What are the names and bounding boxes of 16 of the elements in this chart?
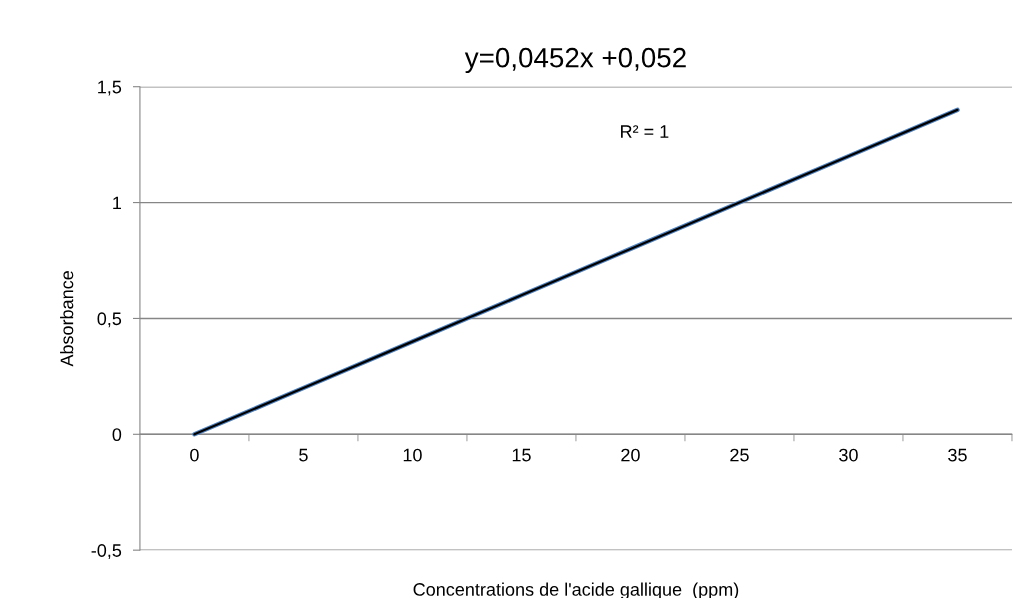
x-tick-label: 20 (621, 448, 640, 462)
x-tick-label: 15 (512, 448, 531, 462)
chart-title: y=0,0452x +0,052 (464, 47, 686, 74)
x-tick-label: 5 (299, 448, 308, 462)
y-tick-label: 1 (113, 196, 121, 210)
x-tick-label: 35 (948, 448, 967, 462)
y-axis-title: Absorbance (60, 271, 74, 367)
y-tick-label: 1,5 (98, 80, 122, 96)
x-tick-label: 0 (190, 448, 199, 462)
y-tick-label: 0 (112, 428, 122, 442)
annotation: R² = 1 (621, 125, 669, 138)
x-tick-label: 10 (403, 448, 422, 462)
y-tick-label: -0,5 (91, 544, 122, 560)
x-tick-label: 30 (839, 448, 858, 462)
y-tick-label: 0,5 (97, 312, 122, 328)
x-tick-label: 25 (730, 448, 749, 462)
